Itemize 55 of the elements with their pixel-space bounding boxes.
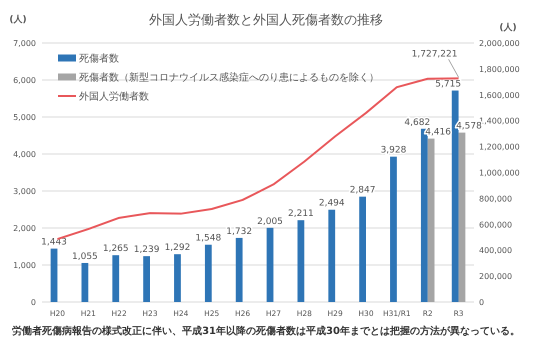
data-label: 2,005 [257,216,283,227]
bar [266,228,274,302]
y2-tick-label: 1,200,000 [479,142,520,152]
bar [328,210,336,302]
bar [174,254,181,302]
data-label: 1,548 [195,234,222,244]
data-label: 1,265 [102,244,129,254]
y2-tick-label: 1,400,000 [479,116,520,126]
y2-tick-label: 2,000,000 [479,39,520,48]
y-tick-label: 7,000 [13,39,36,48]
data-label: 2,211 [288,209,314,220]
bar [297,220,304,302]
y2-axis-title: (人) [499,22,517,33]
y-tick-label: 0 [30,298,36,307]
bar [112,255,120,302]
data-label: 1,727,221 [412,49,458,60]
y2-tick-label: 200,000 [479,272,512,282]
y2-tick-label: 400,000 [479,246,512,256]
y-tick-label: 6,000 [13,76,36,85]
chart-title: 外国人労働者数と外国人死傷者数の推移 [149,13,383,28]
data-label: 2,847 [350,186,376,196]
bar [390,156,397,302]
y-tick-label: 5,000 [13,113,36,122]
data-label: 1,292 [164,243,190,254]
legend-label: 死傷者数（新型コロナウイルス感染症へのり患によるものを除く） [79,72,379,84]
y2-tick-label: 0 [479,298,484,307]
data-label: 4,682 [404,118,430,128]
y2-tick-label: 1,000,000 [479,168,520,178]
data-label: 5,715 [435,80,462,90]
data-label: 1,732 [226,226,252,237]
y2-tick-label: 800,000 [479,194,512,204]
data-label: 3,928 [380,146,407,156]
bar [50,248,58,302]
data-label: 2,494 [318,198,345,209]
bar [236,238,243,302]
legend-label: 死傷者数 [79,52,119,64]
data-label: 1,055 [72,252,98,262]
data-label: 1,239 [134,245,160,256]
y2-tick-label: 1,600,000 [479,90,520,100]
bar [81,262,88,302]
y2-tick-label: 600,000 [479,220,512,230]
legend-label: 外国人労働者数 [79,90,149,102]
y-tick-label: 2,000 [13,224,36,233]
bar [458,132,466,302]
y-tick-label: 1,000 [13,261,36,270]
bar [204,244,212,302]
y-tick-label: 4,000 [13,150,36,159]
y2-tick-label: 1,800,000 [479,64,520,74]
y-axis-title: (人) [9,14,27,25]
y-tick-label: 3,000 [13,187,36,196]
data-label: 1,443 [41,238,67,248]
bar [428,138,435,302]
bar [143,256,150,302]
text: 労働者死傷病報告の様式改正に伴い、平成31年以降の死傷者数は平成30年までとは把握の方法が異なっている。 [12,325,520,337]
bar [359,196,366,302]
